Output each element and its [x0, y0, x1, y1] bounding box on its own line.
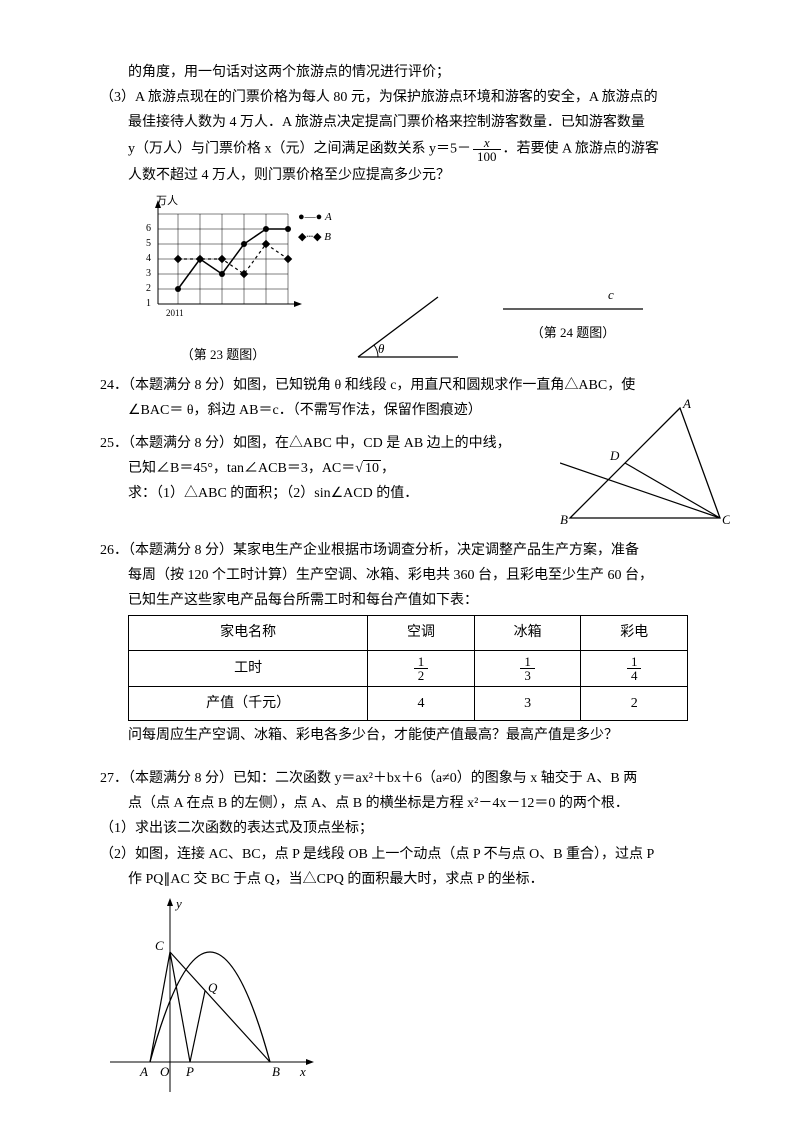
q27-p1: （1）求出该二次函数的表达式及顶点坐标； — [100, 816, 730, 841]
svg-text:x: x — [299, 1064, 306, 1079]
q24-angle-figure: θ — [348, 287, 468, 367]
svg-text:C: C — [722, 512, 730, 527]
svg-text:A: A — [139, 1064, 148, 1079]
q23-chart: 万人 1 2 3 4 5 6 — [128, 194, 318, 367]
svg-text:B: B — [272, 1064, 280, 1079]
q23-chart-legend: ●—● A ◆┄◆ B — [298, 208, 338, 248]
svg-text:c: c — [608, 287, 614, 302]
th-fridge: 冰箱 — [474, 616, 581, 650]
q26-line4: 问每周应生产空调、冰箱、彩电各多少台，才能使产值最高？最高产值是多少？ — [100, 723, 730, 748]
svg-text:Q: Q — [208, 980, 218, 995]
svg-text:P: P — [185, 1064, 194, 1079]
svg-text:3: 3 — [146, 268, 151, 279]
svg-text:1: 1 — [146, 298, 151, 309]
svg-text:C: C — [155, 938, 164, 953]
q25-figure: A B C D — [560, 398, 730, 528]
th-tv: 彩电 — [581, 616, 688, 650]
svg-text:6: 6 — [146, 223, 151, 234]
svg-text:y: y — [174, 896, 182, 911]
q27-p2a: （2）如图，连接 AC、BC，点 P 是线段 OB 上一个动点（点 P 不与点 … — [100, 842, 730, 867]
svg-text:O: O — [160, 1064, 170, 1079]
q24-caption: （第 24 题图） — [498, 321, 648, 344]
svg-text:B: B — [560, 512, 568, 527]
q24-lead: 24．（本题满分 8 分）如图，已知锐角 θ 和线段 c，用直尺和圆规求作一直角… — [100, 373, 730, 398]
intro-tail: 的角度，用一句话对这两个旅游点的情况进行评价； — [100, 60, 730, 85]
row-hours-label: 工时 — [129, 650, 368, 686]
q23-p3-line3: y（万人）与门票价格 x（元）之间满足函数关系 y＝5－x100．若要使 A 旅… — [100, 136, 730, 163]
svg-text:D: D — [609, 448, 620, 463]
svg-text:θ: θ — [378, 341, 385, 356]
q26-line2: 每周（按 120 个工时计算）生产空调、冰箱、彩电共 360 台，且彩电至少生产… — [100, 563, 730, 588]
q27-figure: A B C O P Q x y — [100, 892, 730, 1102]
svg-text:A: A — [682, 398, 691, 411]
q26-table: 家电名称 空调 冰箱 彩电 工时 12 13 14 产值（千元） 4 3 2 — [128, 615, 688, 720]
table-row: 工时 12 13 14 — [129, 650, 688, 686]
q23-p3-line4: 人数不超过 4 万人，则门票价格至少应提高多少元？ — [100, 163, 730, 188]
svg-text:2: 2 — [146, 283, 151, 294]
q23-caption: （第 23 题图） — [128, 343, 318, 366]
q23-p3-line2: 最佳接待人数为 4 万人．A 旅游点决定提高门票价格来控制游客数量．已知游客数量 — [100, 110, 730, 135]
row-value-label: 产值（千元） — [129, 686, 368, 720]
q26-lead: 26．（本题满分 8 分）某家电生产企业根据市场调查分析，决定调整产品生产方案，… — [100, 538, 730, 563]
th-ac: 空调 — [368, 616, 475, 650]
svg-text:2011: 2011 — [166, 308, 184, 318]
q24-segment-figure: c （第 24 题图） — [498, 279, 648, 366]
table-row: 产值（千元） 4 3 2 — [129, 686, 688, 720]
q23-p3-line1: （3）A 旅游点现在的门票价格为每人 80 元，为保护旅游点环境和游客的安全，A… — [100, 85, 730, 110]
q26-line3: 已知生产这些家电产品每台所需工时和每台产值如下表： — [100, 588, 730, 613]
figure-row-23-24: 万人 1 2 3 4 5 6 — [128, 194, 730, 367]
q27-lead: 27．（本题满分 8 分）已知：二次函数 y＝ax²＋bx＋6（a≠0）的图象与… — [100, 766, 730, 791]
q27-p2b: 作 PQ∥AC 交 BC 于点 Q，当△CPQ 的面积最大时，求点 P 的坐标． — [100, 867, 730, 892]
th-name: 家电名称 — [129, 616, 368, 650]
table-row: 家电名称 空调 冰箱 彩电 — [129, 616, 688, 650]
svg-text:4: 4 — [146, 253, 151, 264]
q27-line2: 点（点 A 在点 B 的左侧），点 A、点 B 的横坐标是方程 x²－4x－12… — [100, 791, 730, 816]
svg-text:5: 5 — [146, 238, 151, 249]
